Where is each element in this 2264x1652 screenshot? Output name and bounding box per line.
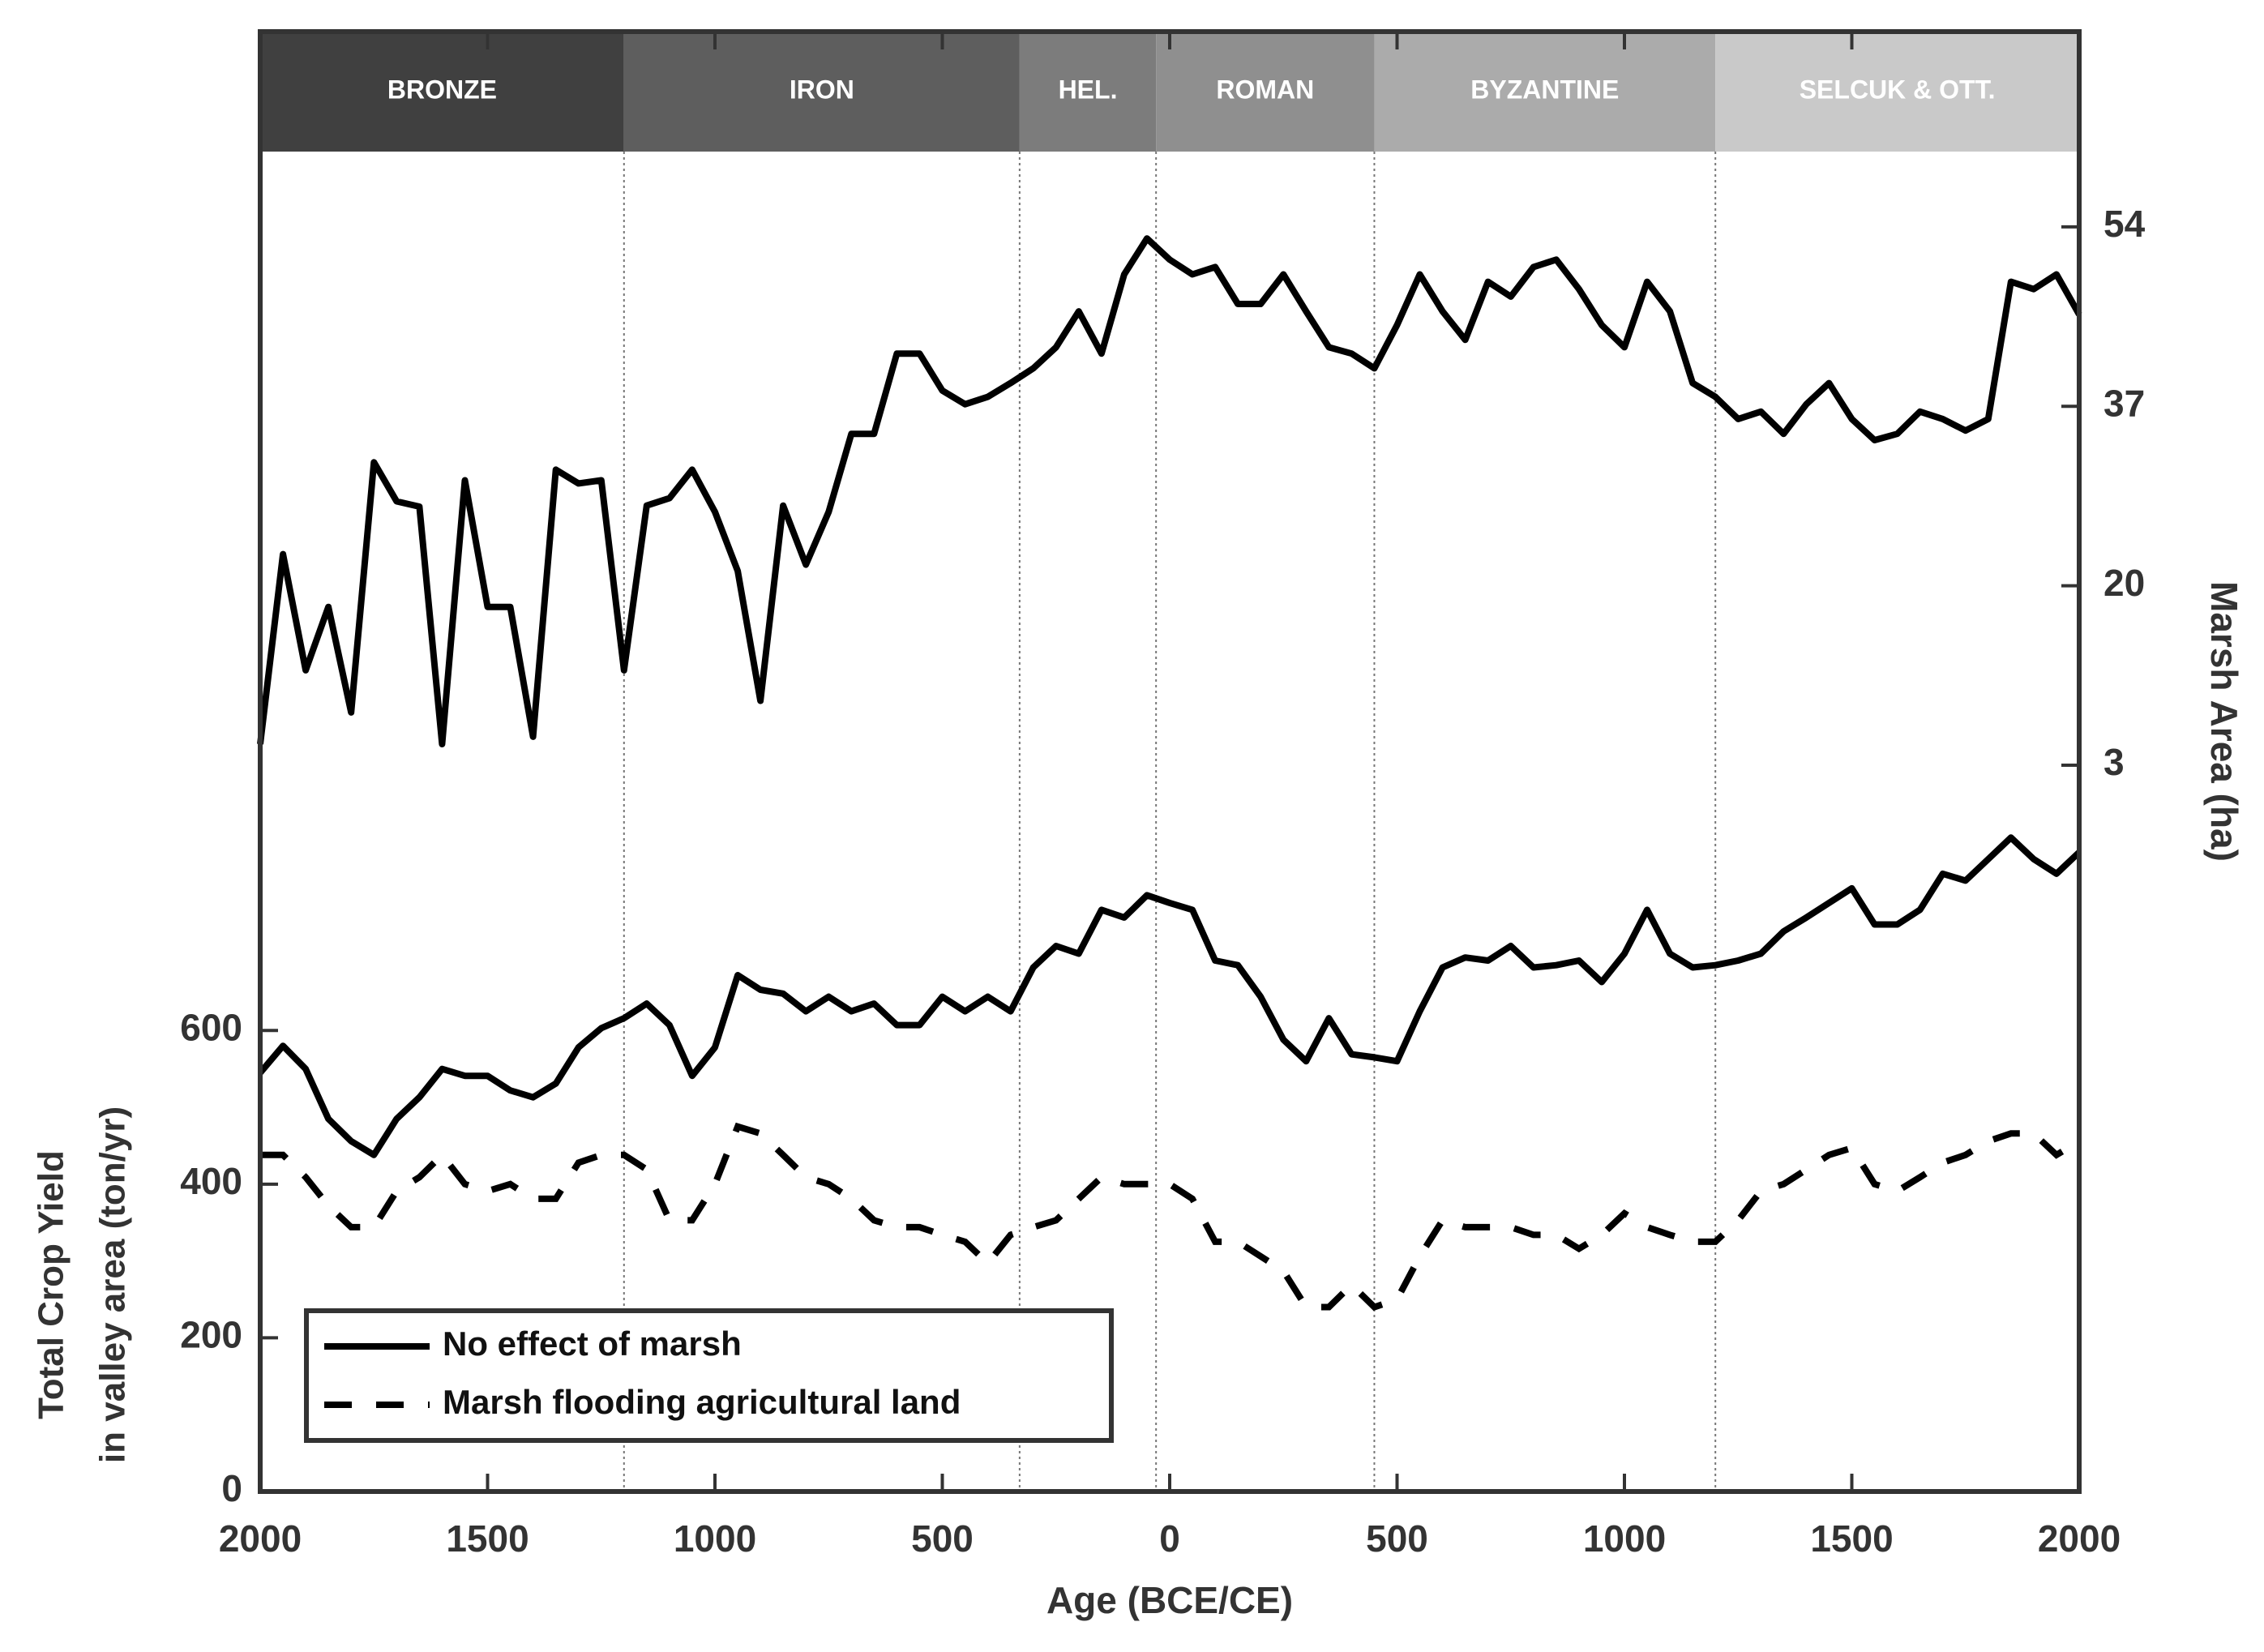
legend-label: Marsh flooding agricultural land (443, 1383, 961, 1421)
data-line (257, 834, 2082, 1158)
period-band (1715, 32, 2079, 152)
legend-label: No effect of marsh (443, 1325, 742, 1363)
legend-box (304, 1308, 1114, 1443)
y2-tick-label: 3 (2104, 741, 2125, 783)
period-band (1374, 32, 1716, 152)
y2-axis-label: Marsh Area (ha) (2203, 581, 2245, 862)
y2-tick-label: 54 (2104, 203, 2146, 245)
plot-frame (258, 29, 2082, 1494)
x-tick-label: 500 (911, 1517, 974, 1560)
period-label: SELCUK & OTT. (1800, 75, 1996, 104)
x-axis-label: Age (BCE/CE) (1046, 1579, 1293, 1621)
x-tick-label: 500 (1366, 1517, 1428, 1560)
y-tick-label: 0 (221, 1467, 242, 1509)
period-label: BYZANTINE (1470, 75, 1619, 104)
y-tick-label: 400 (180, 1160, 242, 1202)
period-band (623, 32, 1020, 152)
legend: No effect of marsh Marsh flooding agricul… (304, 1308, 1114, 1443)
period-band (1019, 32, 1157, 152)
period-band (260, 32, 624, 152)
x-tick-label: 1000 (1583, 1517, 1666, 1560)
y2-tick-label: 37 (2104, 382, 2145, 424)
data-line (260, 1122, 2082, 1312)
period-label: IRON (790, 75, 854, 104)
x-tick-label: 2000 (219, 1517, 302, 1560)
y-tick-label: 200 (180, 1314, 242, 1356)
x-tick-label: 1500 (446, 1517, 529, 1560)
period-label: ROMAN (1216, 75, 1314, 104)
y2-tick-label: 20 (2104, 562, 2145, 604)
x-tick-label: 0 (1159, 1517, 1180, 1560)
x-tick-label: 1000 (674, 1517, 756, 1560)
period-label: HEL. (1059, 75, 1118, 104)
x-tick-label: 1500 (1810, 1517, 1893, 1560)
x-tick-label: 2000 (2038, 1517, 2121, 1560)
period-label: BRONZE (387, 75, 497, 104)
y-tick-label: 600 (180, 1006, 242, 1048)
y-axis-label: Total Crop Yield (32, 1150, 71, 1419)
y-axis-label: in valley area (ton/yr) (93, 1106, 133, 1463)
data-line (257, 235, 2082, 747)
period-band (1156, 32, 1375, 152)
